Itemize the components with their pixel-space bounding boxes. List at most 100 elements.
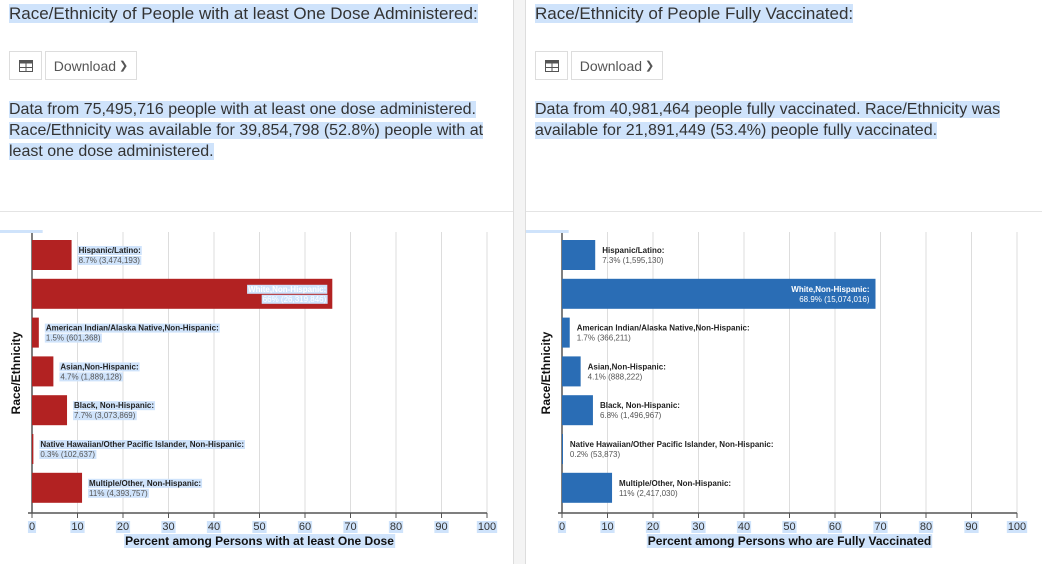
bar-category-label: Black, Non-Hispanic: <box>600 401 680 410</box>
bar-category-label: Black, Non-Hispanic: <box>74 401 154 410</box>
selection-highlight <box>0 230 43 233</box>
download-button[interactable]: Download ❯ <box>45 51 137 80</box>
bar-category-label: White,Non-Hispanic: <box>791 285 869 294</box>
x-tick-label: 60 <box>829 521 841 533</box>
selection-highlight <box>124 534 396 548</box>
bar-chart-one-dose: 0 10 20 30 40 50 60 70 80 90 100 Percent among Pers… <box>0 230 498 548</box>
chevron-down-icon: ❯ <box>119 60 129 72</box>
x-tick-label: 50 <box>783 521 795 533</box>
selection-highlight <box>115 521 131 533</box>
selection-highlight <box>918 521 934 533</box>
bar-data-label: 4.1% (888,222) <box>588 372 643 381</box>
table-icon <box>544 59 559 72</box>
bar-category-label: Native Hawaiian/Other Pacific Islander, … <box>40 440 244 449</box>
bar-data-label: 0.3% (102,637) <box>40 450 95 459</box>
bar <box>562 434 563 464</box>
bar <box>562 472 613 503</box>
panel-divider <box>513 0 526 564</box>
x-tick-label: 70 <box>874 521 886 533</box>
bar <box>562 278 876 309</box>
bar-category-label: Asian,Non-Hispanic: <box>60 362 138 371</box>
bar-data-label: 7.7% (3,073,869) <box>74 411 136 420</box>
x-axis-label: Percent among Persons with at least One … <box>125 534 394 548</box>
bar <box>562 395 593 426</box>
selection-highlight <box>526 230 569 233</box>
x-tick-label: 30 <box>162 521 174 533</box>
bar-data-label: 7.3% (1,595,130) <box>602 256 664 265</box>
y-axis-label: Race/Ethnicity <box>539 331 553 414</box>
selection-highlight <box>39 450 97 459</box>
selection-highlight <box>736 521 752 533</box>
bar-data-label: 1.7% (366,211) <box>577 334 631 343</box>
x-tick-label: 90 <box>435 521 447 533</box>
divider <box>526 211 1042 212</box>
x-tick-label: 30 <box>692 521 704 533</box>
bar <box>32 317 39 348</box>
panel-fully-vaccinated: Race/Ethnicity of People Fully Vaccinate… <box>526 0 1042 564</box>
bar <box>32 434 34 464</box>
selection-highlight <box>247 284 328 294</box>
selection-highlight <box>44 333 102 343</box>
selection-highlight <box>782 521 797 533</box>
x-tick-label: 100 <box>1008 521 1026 533</box>
x-tick-label: 80 <box>920 521 932 533</box>
bar-data-label: 1.5% (601,368) <box>46 334 101 343</box>
description: Data from 40,981,464 people fully vaccin… <box>535 101 1001 139</box>
selection-highlight <box>44 323 220 333</box>
selection-highlight <box>70 521 85 533</box>
selection-highlight <box>59 372 124 382</box>
x-axis-label: Percent among Persons who are Fully Vacc… <box>648 534 931 548</box>
bar-category-label: Hispanic/Latino: <box>79 246 141 255</box>
x-tick-label: 90 <box>965 521 977 533</box>
bar <box>32 472 83 503</box>
bar-category-label: Native Hawaiian/Other Pacific Islander, … <box>570 440 774 449</box>
x-tick-label: 70 <box>344 521 356 533</box>
bar-chart-fully-vaccinated: 0 10 20 30 40 50 60 70 80 90 100 Percent among Pers… <box>526 230 1028 548</box>
bar <box>562 240 596 270</box>
bar-category-label: American Indian/Alaska Native,Non-Hispan… <box>46 324 219 333</box>
bar-category-label: American Indian/Alaska Native,Non-Hispan… <box>577 324 750 333</box>
x-tick-label: 40 <box>208 521 220 533</box>
selection-highlight <box>77 246 142 255</box>
table-view-button[interactable] <box>535 51 568 80</box>
selection-highlight <box>261 294 328 304</box>
description: Data from 75,495,716 people with at leas… <box>9 101 484 160</box>
x-tick-label: 10 <box>71 521 83 533</box>
selection-highlight <box>691 521 706 533</box>
bar <box>32 240 72 270</box>
x-tick-label: 80 <box>390 521 402 533</box>
x-tick-label: 20 <box>117 521 129 533</box>
selection-highlight <box>73 401 156 411</box>
selection-highlight <box>88 488 149 498</box>
bar-category-label: White,Non-Hispanic: <box>248 285 326 294</box>
selection-highlight <box>161 521 176 533</box>
bar-data-label: 0.2% (53,873) <box>570 450 621 459</box>
y-axis-label: Race/Ethnicity <box>9 331 23 414</box>
divider <box>0 211 513 212</box>
x-tick-label: 50 <box>253 521 265 533</box>
selection-highlight <box>297 521 313 533</box>
table-icon <box>18 59 33 72</box>
selection-highlight <box>827 521 843 533</box>
selection-highlight <box>206 521 222 533</box>
table-view-button[interactable] <box>9 51 42 80</box>
selection-highlight <box>1006 521 1028 533</box>
selection-highlight <box>388 521 404 533</box>
selection-highlight <box>88 478 203 488</box>
bar-category-label: Asian,Non-Hispanic: <box>588 362 666 371</box>
bar-data-label: 11% (4,393,757) <box>89 489 148 498</box>
bar <box>562 317 570 348</box>
bar <box>32 356 54 387</box>
selection-highlight <box>873 521 888 533</box>
bar <box>32 395 68 426</box>
selection-highlight <box>252 521 267 533</box>
selection-highlight <box>434 521 449 533</box>
x-tick-label: 60 <box>299 521 311 533</box>
x-tick-label: 40 <box>738 521 750 533</box>
x-tick-label: 0 <box>559 521 565 533</box>
selection-highlight <box>343 521 358 533</box>
x-tick-label: 0 <box>29 521 35 533</box>
bar <box>562 356 581 387</box>
download-button[interactable]: Download ❯ <box>571 51 663 80</box>
bar-category-label: Multiple/Other, Non-Hispanic: <box>89 479 201 488</box>
